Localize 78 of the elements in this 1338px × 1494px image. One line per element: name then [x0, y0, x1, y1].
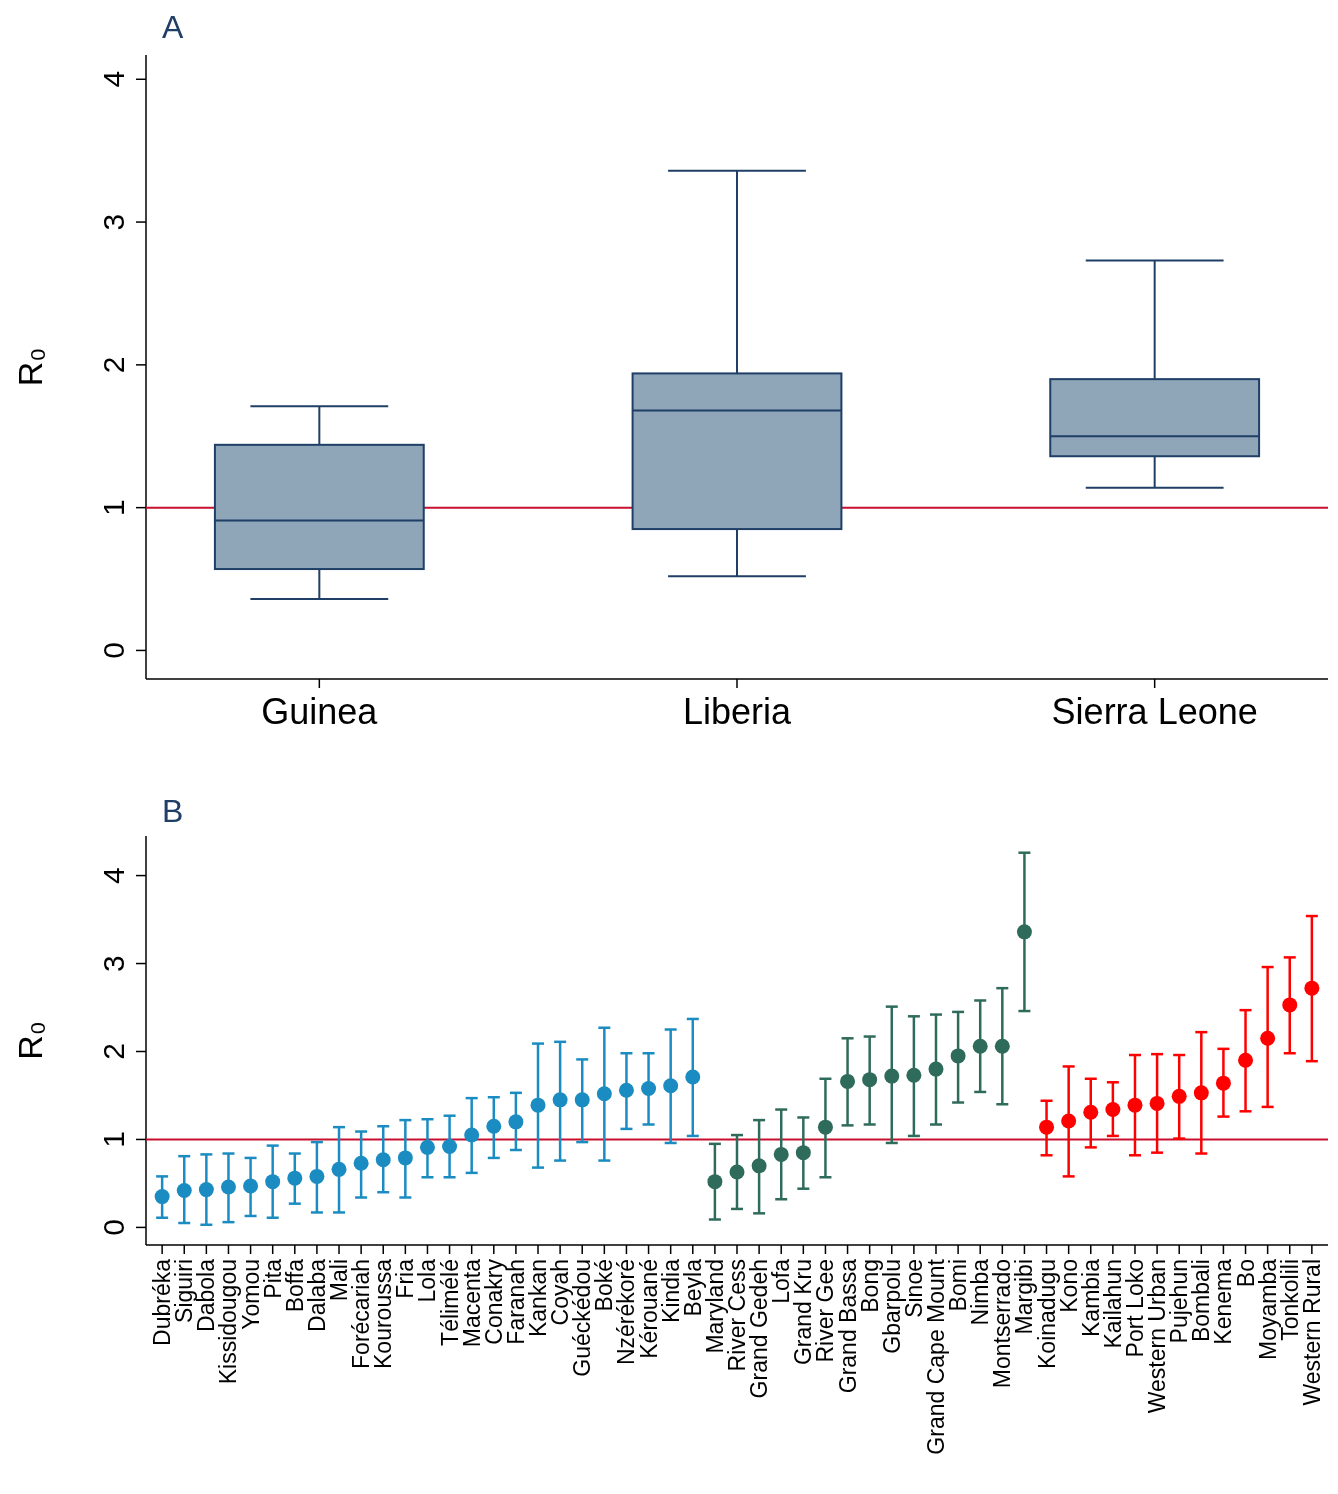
x-tick-label: Forécariah — [348, 1259, 375, 1369]
point — [1260, 1030, 1276, 1046]
y-tick-label: 3 — [97, 213, 130, 231]
point — [685, 1069, 701, 1085]
point — [618, 1082, 634, 1098]
point — [442, 1138, 458, 1154]
point — [1127, 1097, 1143, 1113]
point — [1016, 924, 1032, 940]
y-tick-label: 1 — [97, 1131, 130, 1148]
point — [862, 1072, 878, 1088]
y-axis-title: R₀ — [11, 347, 49, 387]
point — [353, 1155, 369, 1171]
y-tick-label: 1 — [97, 499, 130, 516]
y-tick-label: 2 — [97, 1043, 130, 1060]
point — [729, 1164, 745, 1180]
y-tick-label: 2 — [97, 356, 130, 374]
chart-title: A — [162, 9, 184, 45]
point — [1282, 997, 1298, 1013]
point — [375, 1152, 391, 1168]
point — [994, 1038, 1010, 1054]
point — [287, 1170, 303, 1186]
point — [950, 1048, 966, 1064]
point — [220, 1179, 236, 1195]
point — [552, 1092, 568, 1108]
point — [1215, 1075, 1231, 1091]
point — [663, 1078, 679, 1094]
point — [596, 1086, 612, 1102]
point — [928, 1061, 944, 1077]
point — [309, 1168, 325, 1184]
point — [176, 1182, 192, 1198]
y-tick-label: 0 — [97, 1219, 130, 1236]
y-tick-label: 0 — [97, 642, 130, 659]
chart-title: B — [162, 793, 184, 829]
y-tick-label: 4 — [97, 70, 130, 88]
point — [795, 1145, 811, 1161]
point — [1238, 1052, 1254, 1068]
x-tick-label: Coyah — [547, 1259, 574, 1326]
y-tick-label: 3 — [97, 955, 130, 972]
point — [773, 1146, 789, 1162]
point — [530, 1097, 546, 1113]
x-tick-label: Pujehun — [1166, 1259, 1193, 1344]
x-tick-label: Siguiri — [171, 1259, 198, 1323]
point — [906, 1067, 922, 1083]
point — [1039, 1119, 1055, 1135]
x-tick-label: Margibi — [1011, 1259, 1038, 1335]
point — [486, 1118, 502, 1134]
point — [243, 1178, 259, 1194]
x-tick-label: Liberia — [682, 691, 793, 732]
point — [397, 1150, 413, 1166]
x-tick-label: Grand Cape Mount — [922, 1258, 949, 1455]
y-axis-title: R₀ — [11, 1021, 49, 1060]
point — [574, 1092, 590, 1108]
point — [1171, 1088, 1187, 1104]
x-tick-label: Western Rural — [1298, 1259, 1325, 1406]
y-tick-label: 4 — [97, 867, 130, 884]
point — [1193, 1085, 1209, 1101]
point — [1304, 980, 1320, 996]
point — [751, 1158, 767, 1174]
point — [817, 1119, 833, 1135]
point — [1149, 1095, 1165, 1111]
point — [265, 1174, 281, 1190]
point — [198, 1182, 214, 1198]
point — [1083, 1104, 1099, 1120]
point — [419, 1139, 435, 1155]
point — [641, 1080, 657, 1096]
point — [464, 1127, 480, 1143]
point — [707, 1174, 723, 1190]
point — [884, 1068, 900, 1084]
point — [1061, 1113, 1077, 1129]
point — [1105, 1102, 1121, 1118]
x-tick-label: Kissidougou — [215, 1259, 242, 1385]
point — [331, 1161, 347, 1177]
point — [840, 1073, 856, 1089]
x-tick-label: Guinea — [261, 691, 379, 732]
x-tick-label: Sierra Leone — [1051, 691, 1258, 732]
point — [972, 1038, 988, 1054]
point — [154, 1189, 170, 1205]
point — [508, 1114, 524, 1130]
